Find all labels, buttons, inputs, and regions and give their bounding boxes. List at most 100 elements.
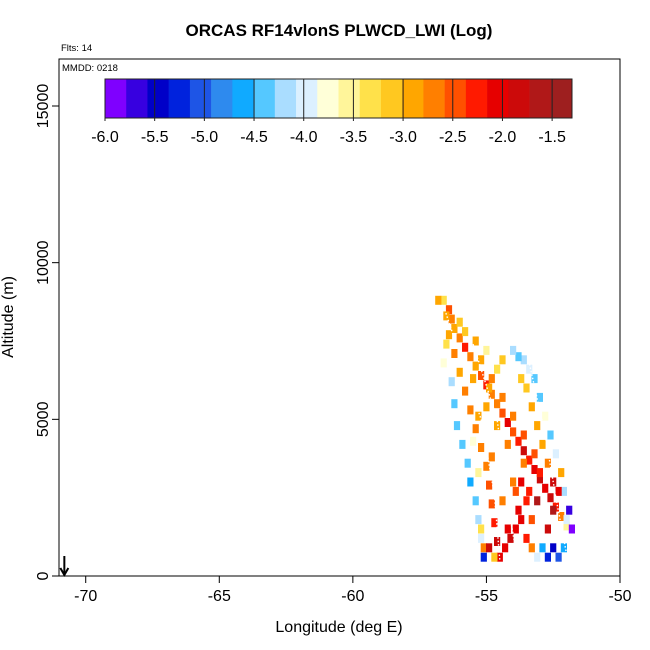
- heatmap-cell: [544, 458, 551, 468]
- arrow-head: [59, 567, 70, 578]
- heatmap-cell: [547, 430, 554, 440]
- heatmap-cell: [510, 411, 517, 421]
- heatmap-cell: [478, 355, 485, 365]
- heatmap-cell: [472, 336, 479, 346]
- colorbar-swatch: [487, 79, 509, 118]
- heatmap-cell: [555, 552, 562, 562]
- flight-track: [443, 306, 568, 566]
- heatmap-cell: [531, 374, 538, 384]
- heatmap-cell: [523, 496, 530, 506]
- heatmap-cell: [475, 515, 482, 525]
- heatmap-cell: [499, 392, 506, 402]
- heatmap-cell: [456, 317, 463, 327]
- colorbar-tick-label: -5.5: [141, 129, 169, 146]
- heatmap-cell: [542, 411, 549, 421]
- colorbar-swatch: [296, 79, 318, 118]
- colorbar: -6.0 -5.5 -5.0 -4.5 -4.0 -3.5 -3.0 -2.5 -2.0 -1.5: [91, 78, 573, 146]
- heatmap-cell: [544, 552, 551, 562]
- heatmap-cell: [448, 314, 455, 324]
- heatmap-cell: [518, 374, 525, 384]
- heatmap-cell: [494, 421, 501, 431]
- heatmap-cell: [480, 552, 487, 562]
- heatmap-cell: [536, 468, 543, 478]
- heatmap-cell: [491, 552, 498, 562]
- heatmap-cell: [558, 512, 565, 521]
- heatmap-cell: [453, 421, 461, 431]
- heatmap-cell: [464, 458, 471, 468]
- x-axis-label: Longitude (deg E): [275, 619, 402, 636]
- colorbar-swatch: [232, 79, 254, 118]
- colorbar-swatch: [508, 79, 530, 118]
- heatmap-cell: [483, 345, 490, 355]
- x-tick-label: -65: [208, 588, 231, 605]
- heatmap-cell: [483, 402, 490, 412]
- heatmap-cell: [478, 533, 485, 543]
- heatmap-cell: [451, 324, 458, 333]
- heatmap-cell: [488, 499, 495, 509]
- heatmap-cell: [462, 386, 469, 396]
- heatmap-cell: [451, 399, 458, 409]
- heatmap-cell: [472, 496, 479, 506]
- heatmap-cell: [504, 418, 511, 427]
- heatmap-cell: [459, 439, 466, 449]
- heatmap-cell: [563, 515, 570, 525]
- heatmap-cell: [512, 524, 519, 534]
- heatmap-cell: [560, 486, 567, 496]
- heatmap-cell: [515, 436, 522, 446]
- heatmap-cell: [528, 515, 535, 525]
- heatmap-cell: [478, 371, 485, 380]
- heatmap-cell: [507, 533, 514, 543]
- heatmap-cell: [435, 295, 442, 305]
- y-axis-label: Altitude (m): [0, 276, 17, 358]
- heatmap-cell: [478, 524, 485, 534]
- heatmap-cell: [456, 333, 463, 343]
- colorbar-tick-label: -4.0: [290, 129, 318, 146]
- colorbar-swatch: [444, 79, 467, 118]
- colorbar-swatch: [211, 79, 233, 118]
- heatmap-cell: [555, 486, 562, 496]
- heatmap-cell: [550, 543, 557, 553]
- heatmap-cell: [491, 518, 498, 528]
- heatmap-cell: [528, 543, 535, 553]
- y-tick-label: 10000: [35, 240, 52, 285]
- heatmap-cell: [566, 505, 573, 515]
- heatmap-cell: [451, 349, 458, 358]
- heatmap-cell: [488, 389, 495, 399]
- heatmap-cell: [520, 458, 527, 468]
- heatmap-cell: [568, 524, 575, 534]
- y-tick-label: 0: [35, 571, 52, 580]
- heatmap-cell: [483, 461, 490, 471]
- heatmap-cell: [472, 424, 479, 434]
- heatmap-cell: [539, 439, 546, 449]
- flights-annotation: Flts: 14: [61, 43, 92, 54]
- y-tick-label: 5000: [35, 401, 52, 437]
- colorbar-tick-label: -3.0: [389, 129, 417, 146]
- colorbar-swatch: [168, 79, 191, 118]
- heatmap-cell: [536, 474, 543, 484]
- heatmap-cell: [539, 543, 546, 553]
- colorbar-tick-label: -6.0: [91, 129, 119, 146]
- heatmap-cell: [486, 543, 493, 553]
- colorbar-tick-label: -5.0: [191, 129, 219, 146]
- heatmap-cell: [480, 543, 487, 553]
- heatmap-cell: [510, 427, 517, 437]
- heatmap-cell: [475, 468, 482, 478]
- heatmap-cell: [486, 383, 493, 393]
- heatmap-cell: [512, 486, 519, 496]
- heatmap-cell: [445, 305, 453, 315]
- heatmap-cell: [467, 405, 474, 415]
- heatmap-cell: [504, 524, 511, 534]
- heatmap-cell: [523, 383, 530, 393]
- heatmap-cell: [443, 311, 450, 321]
- heatmap-cell: [462, 327, 469, 337]
- colorbar-tick-label: -2.5: [439, 129, 467, 146]
- x-axis: -70 -65 -60 -55 -50: [74, 576, 632, 605]
- heatmap-cell: [499, 496, 506, 506]
- heatmap-cell: [510, 477, 517, 487]
- colorbar-swatch: [317, 79, 339, 118]
- heatmap-cell: [531, 465, 538, 474]
- colorbar-swatch: [423, 79, 445, 118]
- heatmap-cell: [472, 361, 479, 371]
- heatmap-cell: [534, 552, 541, 562]
